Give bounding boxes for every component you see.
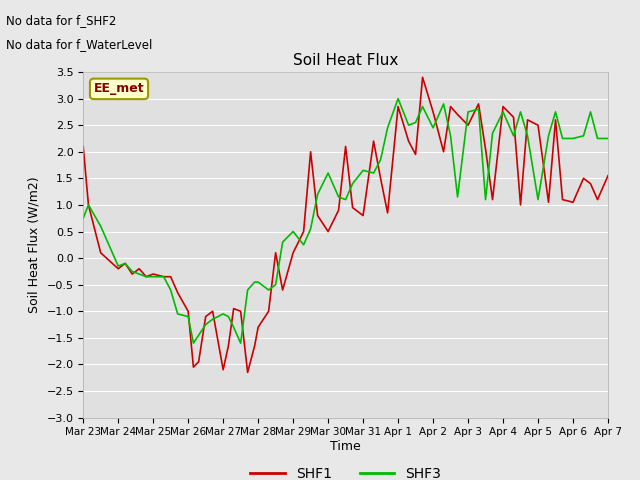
Title: Soil Heat Flux: Soil Heat Flux [293, 53, 398, 68]
SHF3 [429, 125, 437, 131]
SHF3 [335, 194, 342, 200]
SHF3 [189, 340, 197, 346]
SHF1 [335, 207, 342, 213]
SHF1 [419, 74, 426, 80]
SHF3 [419, 104, 426, 109]
Text: EE_met: EE_met [93, 83, 145, 96]
SHF1 [244, 370, 252, 375]
X-axis label: Time: Time [330, 440, 361, 453]
SHF1 [289, 250, 297, 256]
Line: SHF3: SHF3 [83, 98, 608, 343]
Text: No data for f_SHF2: No data for f_SHF2 [6, 14, 116, 27]
SHF1 [79, 144, 87, 149]
SHF3 [79, 216, 87, 221]
Line: SHF1: SHF1 [83, 77, 608, 372]
Text: No data for f_WaterLevel: No data for f_WaterLevel [6, 38, 153, 51]
SHF3 [394, 96, 402, 101]
SHF1 [604, 173, 612, 179]
SHF3 [604, 135, 612, 141]
SHF1 [429, 109, 437, 115]
SHF1 [370, 138, 378, 144]
SHF1 [412, 152, 419, 157]
SHF1 [149, 271, 157, 277]
SHF3 [149, 274, 157, 279]
Legend: SHF1, SHF3: SHF1, SHF3 [244, 462, 447, 480]
Y-axis label: Soil Heat Flux (W/m2): Soil Heat Flux (W/m2) [28, 177, 41, 313]
SHF3 [289, 228, 297, 234]
SHF3 [370, 170, 378, 176]
